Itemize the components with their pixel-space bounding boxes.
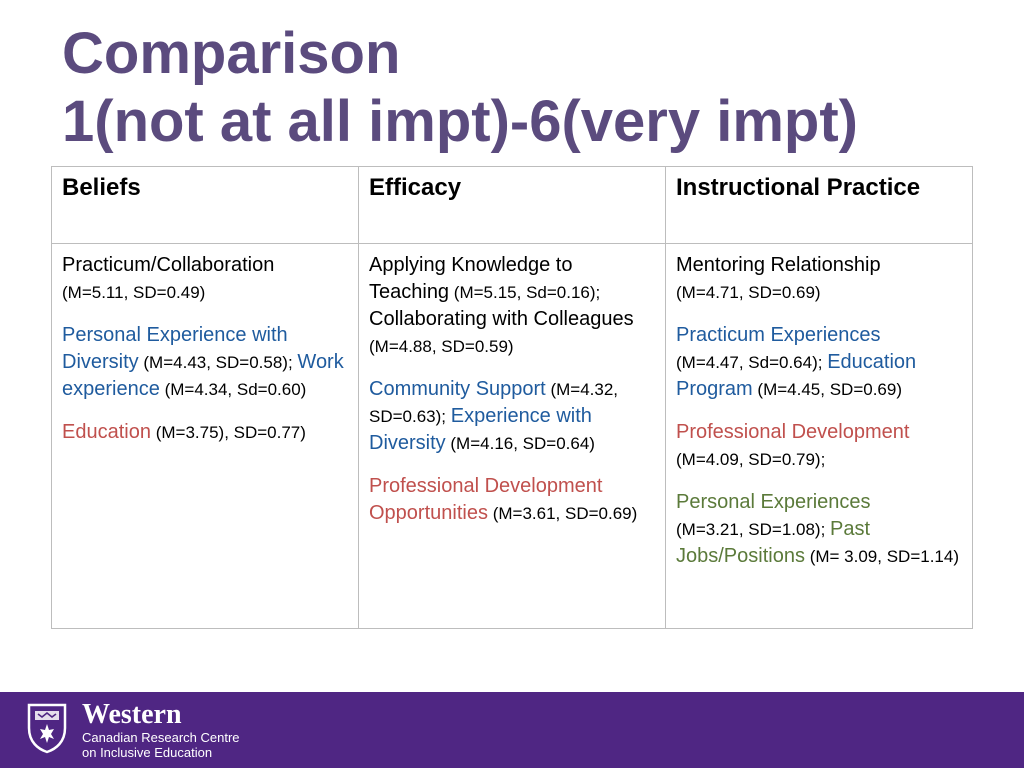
beliefs-cell: Practicum/Collaboration (M=5.11, SD=0.49)… xyxy=(51,243,359,629)
header-beliefs: Beliefs xyxy=(51,166,359,244)
factor-statistics: (M=4.88, SD=0.59) xyxy=(369,337,514,356)
factor-name: Community Support xyxy=(369,378,546,400)
table-body-row: Practicum/Collaboration (M=5.11, SD=0.49)… xyxy=(51,243,973,629)
western-crest-icon xyxy=(27,703,67,754)
factor-name: Collaborating with Colleagues xyxy=(369,308,634,330)
factor-entry: Professional Development (M=4.09, SD=0.79… xyxy=(676,419,962,473)
factor-statistics: (M=4.32, SD=0.63); xyxy=(369,380,619,426)
factor-statistics: (M=4.45, SD=0.69) xyxy=(752,380,903,399)
factor-name: Past Jobs/Positions xyxy=(676,518,871,567)
centre-line-2: on Inclusive Education xyxy=(82,745,213,760)
centre-line-1: Canadian Research Centre xyxy=(82,730,240,745)
factor-statistics: (M=3.21, SD=1.08); xyxy=(676,520,831,539)
factor-statistics: (M=4.47, Sd=0.64); xyxy=(676,353,828,372)
research-centre-name: Canadian Research Centre on Inclusive Ed… xyxy=(82,730,240,760)
factor-name: Mentoring Relationship xyxy=(676,254,881,276)
western-brand: Western xyxy=(82,699,182,730)
factor-statistics: (M=4.16, SD=0.64) xyxy=(445,434,595,453)
factor-name: Work experience xyxy=(62,351,344,400)
factor-statistics: (M=3.61, SD=0.69) xyxy=(487,504,638,523)
factor-name: Experience with Diversity xyxy=(369,405,592,454)
factor-entry: Personal Experience with Diversity (M=4.… xyxy=(62,322,348,403)
table-header-row: Beliefs Efficacy Instructional Practice xyxy=(51,166,973,244)
factor-name: Education xyxy=(62,421,151,443)
factor-name: Practicum Experiences xyxy=(676,324,881,346)
factor-name: Applying Knowledge to Teaching xyxy=(369,254,573,303)
factor-entry: Community Support (M=4.32, SD=0.63); Exp… xyxy=(369,376,655,457)
factor-name: Practicum/Collaboration xyxy=(62,254,275,276)
factor-statistics: (M=3.75), SD=0.77) xyxy=(150,423,306,442)
slide-title: Comparison 1(not at all impt)-6(very imp… xyxy=(62,20,858,156)
factor-statistics: (M=4.71, SD=0.69) xyxy=(676,283,821,302)
factor-statistics: (M=5.15, Sd=0.16); xyxy=(449,283,601,302)
factor-statistics: (M=5.11, SD=0.49) xyxy=(62,283,206,302)
factor-statistics: (M=4.34, Sd=0.60) xyxy=(159,380,307,399)
comparison-table: Beliefs Efficacy Instructional Practice … xyxy=(51,166,973,629)
header-efficacy: Efficacy xyxy=(358,166,666,244)
factor-name: Education Program xyxy=(676,351,917,400)
factor-entry: Personal Experiences (M=3.21, SD=1.08); P… xyxy=(676,489,962,570)
factor-entry: Professional Development Opportunities (… xyxy=(369,473,655,527)
factor-name: Professional Development Opportunities xyxy=(369,475,603,524)
factor-name: Personal Experiences xyxy=(676,491,871,513)
factor-entry: Applying Knowledge to Teaching (M=5.15, … xyxy=(369,252,655,360)
footer-bar: Western Canadian Research Centre on Incl… xyxy=(0,692,1024,768)
efficacy-cell: Applying Knowledge to Teaching (M=5.15, … xyxy=(358,243,666,629)
factor-name: Professional Development xyxy=(676,421,910,443)
factor-entry: Practicum Experiences (M=4.47, Sd=0.64); … xyxy=(676,322,962,403)
factor-statistics: (M=4.09, SD=0.79); xyxy=(676,450,826,469)
header-instructional-practice: Instructional Practice xyxy=(665,166,973,244)
factor-entry: Education (M=3.75), SD=0.77) xyxy=(62,419,348,446)
title-line-2: 1(not at all impt)-6(very impt) xyxy=(62,89,858,154)
factor-statistics: (M= 3.09, SD=1.14) xyxy=(804,547,959,566)
factor-entry: Practicum/Collaboration (M=5.11, SD=0.49) xyxy=(62,252,348,306)
factor-name: Personal Experience with Diversity xyxy=(62,324,288,373)
instructional-practice-cell: Mentoring Relationship (M=4.71, SD=0.69) P… xyxy=(665,243,973,629)
factor-statistics: (M=4.43, SD=0.58); xyxy=(138,353,298,372)
factor-entry: Mentoring Relationship (M=4.71, SD=0.69) xyxy=(676,252,962,306)
title-line-1: Comparison xyxy=(62,21,401,86)
